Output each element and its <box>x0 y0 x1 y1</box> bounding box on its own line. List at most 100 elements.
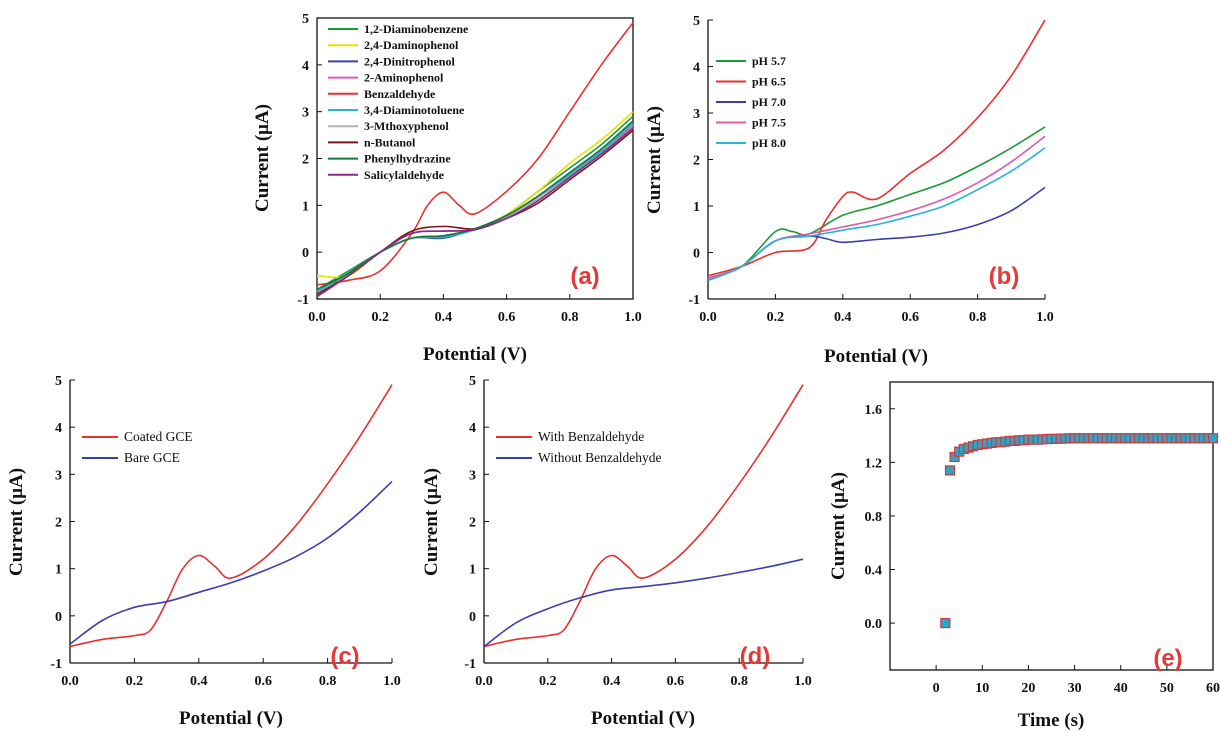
plot-frame <box>889 381 1214 671</box>
legend: With Benzaldehyde Without Benzaldehyde <box>496 429 662 465</box>
y-tick-label: 4 <box>469 421 476 436</box>
y-tick-label: 5 <box>302 12 309 27</box>
series-line <box>707 126 1046 279</box>
x-tick-label: 0.6 <box>254 674 272 689</box>
x-tick-label: 40 <box>1114 681 1128 696</box>
y-tick-label: 2 <box>469 516 476 531</box>
y-axis-label: Current (μA) <box>6 468 27 576</box>
y-tick-label: 2 <box>302 153 309 168</box>
x-axis-label: Potential (V) <box>824 346 928 367</box>
y-tick-label: 4 <box>55 421 62 436</box>
y-tick-label: 0 <box>302 246 309 261</box>
x-axis-label: Time (s) <box>1018 710 1085 731</box>
y-tick-label: 5 <box>55 374 62 389</box>
legend-entry: pH 8.0 <box>752 136 786 150</box>
y-tick-label: 1.6 <box>865 403 883 418</box>
y-tick-label: 0 <box>693 247 700 262</box>
y-tick-label: 1 <box>55 563 62 578</box>
x-tick-label: 0.0 <box>61 674 79 689</box>
y-tick-label: 3 <box>302 106 309 121</box>
x-tick-label: 0.2 <box>126 674 144 689</box>
series-line <box>69 480 393 645</box>
x-tick-label: 0.4 <box>603 674 621 689</box>
y-axis-label: Current (μA) <box>828 472 849 580</box>
y-tick-label: 1.2 <box>865 456 883 471</box>
x-tick-label: 1.0 <box>624 310 642 325</box>
x-axis-label: Potential (V) <box>591 708 695 729</box>
legend-entry: 2,4-Dinitrophenol <box>364 54 455 68</box>
panel-label: (d) <box>740 643 771 670</box>
panel-d: 0.0 0.2 0.4 0.6 0.8 1.0 -1 0 1 2 3 4 5 Potential (V) C… <box>421 374 812 729</box>
legend-entry: pH 7.5 <box>752 116 786 130</box>
x-axis-label: Potential (V) <box>423 344 527 365</box>
x-tick-label: 1.0 <box>1036 310 1054 325</box>
y-tick-label: 4 <box>302 59 309 74</box>
panel-b: 0.0 0.2 0.4 0.6 0.8 1.0 -1 0 1 2 3 4 5 Potential (V) C… <box>644 14 1054 367</box>
legend-entry: n-Butanol <box>364 135 416 149</box>
x-tick-label: 1.0 <box>794 674 812 689</box>
series-line <box>316 22 634 286</box>
x-tick-label: 20 <box>1021 681 1035 696</box>
series-line <box>707 19 1046 277</box>
panel-label: (a) <box>570 263 599 290</box>
data-point <box>940 618 951 629</box>
panel-c: 0.0 0.2 0.4 0.6 0.8 1.0 -1 0 1 2 3 4 5 Potential (V) C… <box>6 374 401 729</box>
legend: Coated GCE Bare GCE <box>82 429 193 465</box>
x-tick-label: 0.0 <box>475 674 493 689</box>
x-axis-label: Potential (V) <box>179 708 283 729</box>
y-tick-label: -1 <box>297 293 309 308</box>
legend: 1,2-Diaminobenzene 2,4-Daminophenol 2,4-Di… <box>328 22 469 182</box>
y-tick-label: 2 <box>55 516 62 531</box>
y-tick-label: -1 <box>464 657 476 672</box>
legend-entry: Phenylhydrazine <box>364 152 451 166</box>
y-tick-label: 1 <box>302 199 309 214</box>
y-axis-label: Current (μA) <box>252 104 273 212</box>
y-tick-label: 4 <box>693 61 700 76</box>
legend-entry: pH 6.5 <box>752 75 786 89</box>
x-tick-label: 1.0 <box>383 674 401 689</box>
x-tick-label: 0.2 <box>371 310 389 325</box>
series-line <box>69 384 393 648</box>
legend-entry: 3,4-Diaminotoluene <box>364 103 465 117</box>
x-tick-label: 0.2 <box>767 310 785 325</box>
y-tick-label: 0.4 <box>865 564 883 579</box>
y-tick-label: -1 <box>50 657 62 672</box>
y-tick-label: 3 <box>469 468 476 483</box>
panel-label: (c) <box>330 643 359 670</box>
y-axis-label: Current (μA) <box>644 106 665 214</box>
y-tick-label: 1 <box>469 563 476 578</box>
x-tick-label: 0.6 <box>667 674 685 689</box>
y-axis-label: Current (μA) <box>421 468 442 576</box>
legend-entry: Without Benzaldehyde <box>538 450 662 465</box>
legend-entry: pH 5.7 <box>752 54 786 68</box>
legend-entry: 2-Aminophenol <box>364 71 444 85</box>
x-tick-label: 10 <box>975 681 989 696</box>
x-tick-label: 0.0 <box>699 310 717 325</box>
y-tick-label: 0 <box>469 610 476 625</box>
x-tick-label: 0.8 <box>969 310 987 325</box>
x-tick-label: 60 <box>1206 681 1220 696</box>
panel-e: 0 10 20 30 40 50 60 0.0 0.4 0.8 1.2 1.6 Time (s) Curr… <box>828 381 1220 731</box>
y-tick-label: 5 <box>693 14 700 29</box>
legend-entry: pH 7.0 <box>752 95 786 109</box>
x-tick-label: 0.6 <box>901 310 919 325</box>
panel-label: (b) <box>989 263 1020 290</box>
legend-entry: Benzaldehyde <box>364 87 436 101</box>
x-tick-label: 0.4 <box>435 310 453 325</box>
y-tick-label: 2 <box>693 154 700 169</box>
x-tick-label: 30 <box>1068 681 1082 696</box>
x-tick-label: 0.0 <box>308 310 326 325</box>
series-line <box>483 558 804 648</box>
series-line <box>707 147 1046 282</box>
legend-entry: Salicylaldehyde <box>364 168 445 182</box>
x-tick-label: 0.4 <box>190 674 208 689</box>
y-tick-label: 3 <box>55 468 62 483</box>
legend-entry: 2,4-Daminophenol <box>364 38 459 52</box>
legend-entry: 3-Mthoxyphenol <box>364 119 449 133</box>
x-tick-label: 50 <box>1160 681 1174 696</box>
panel-a: 0.0 0.2 0.4 0.6 0.8 1.0 -1 0 1 2 3 4 5 Potential (V) C… <box>252 12 642 365</box>
data-point <box>944 465 956 476</box>
y-tick-label: 3 <box>693 107 700 122</box>
legend-entry: Coated GCE <box>124 429 193 444</box>
